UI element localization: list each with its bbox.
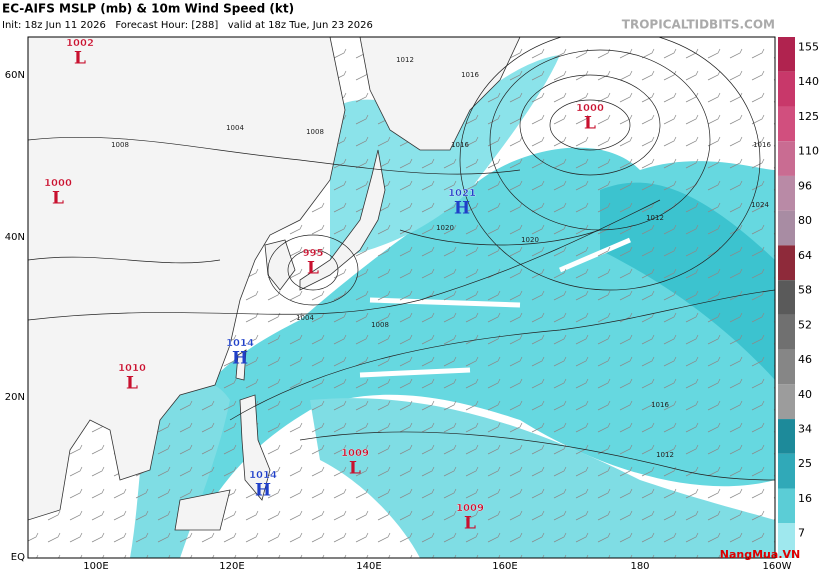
center-symbol: L [52, 189, 64, 209]
center-symbol: L [584, 114, 596, 134]
colorbar-tick: 52 [798, 318, 812, 331]
center-pressure: 1002 [66, 38, 94, 49]
center-pressure: 1000 [576, 103, 604, 114]
colorbar-segment [778, 106, 795, 142]
colorbar-tick: 155 [798, 40, 819, 53]
colorbar-tick: 110 [798, 145, 819, 158]
colorbar-tick: 16 [798, 492, 812, 505]
center-symbol: H [255, 481, 271, 501]
isobar-labels: 1012 1016 1008 1004 1008 1016 1020 1020 1024 1016… [111, 56, 771, 459]
isobar-label: 1020 [436, 224, 454, 232]
center-symbol: L [349, 459, 361, 479]
colorbar-tick: 25 [798, 457, 812, 470]
isobar-label: 1024 [751, 201, 769, 209]
lat-label: 20N [5, 392, 25, 403]
land-kamchatka [359, 37, 521, 151]
colorbar-segment [778, 37, 795, 72]
isobars [28, 37, 775, 481]
lon-label: 160E [492, 561, 517, 572]
center-pressure: 1021 [448, 188, 476, 199]
isobar-label: 1020 [521, 236, 539, 244]
colorbar-tick: 46 [798, 353, 812, 366]
center-symbol: H [454, 199, 470, 219]
colorbar-tick: 64 [798, 249, 812, 262]
colorbar-tick: 96 [798, 179, 812, 192]
subtitle: Init: 18z Jun 11 2026 Forecast Hour: [28… [2, 20, 373, 31]
center-pressure: 1000 [44, 178, 72, 189]
colorbar-segment [778, 488, 795, 524]
lon-label: 160W [763, 561, 792, 572]
isobar-label: 1016 [461, 71, 479, 79]
colorbar-tick: 7 [798, 527, 805, 540]
land-korea [264, 239, 296, 291]
colorbar: 155 140 125 110 96 80 64 58 52 46 40 34 25 16 7 [778, 37, 819, 558]
colorbar-tick: 80 [798, 214, 812, 227]
center-pressure: 1009 [341, 448, 369, 459]
isobar-label: 1008 [371, 321, 389, 329]
isobar-label: 1008 [306, 128, 324, 136]
colorbar-segment [778, 453, 795, 489]
center-symbol: L [74, 49, 86, 69]
colorbar-segment [778, 349, 795, 385]
lon-label: 180 [630, 561, 649, 572]
lon-label: 100E [83, 561, 108, 572]
isobar-label: 1004 [296, 314, 314, 322]
pressure-centers: 1002L1000L995L1010L1014H1014H1009L1009L1… [44, 38, 604, 534]
colorbar-tick: 34 [798, 422, 812, 435]
lon-label: 120E [219, 561, 244, 572]
center-pressure: 1014 [249, 470, 277, 481]
center-pressure: 995 [303, 248, 324, 259]
isobar-label: 1016 [753, 141, 771, 149]
colorbar-tick: 125 [798, 110, 819, 123]
isobar-label: 1016 [451, 141, 469, 149]
colorbar-segment [778, 523, 795, 558]
colorbar-segment [778, 175, 795, 211]
center-pressure: 1010 [118, 363, 146, 374]
colorbar-tick: 40 [798, 388, 812, 401]
colorbar-segment [778, 384, 795, 420]
axes-labels: 60N 40N 20N EQ 100E 120E 140E 160E 180 160W [5, 70, 792, 572]
colorbar-segment [778, 419, 795, 454]
colorbar-segment [778, 71, 795, 107]
lon-label: 140E [356, 561, 381, 572]
isobar-label: 1016 [651, 401, 669, 409]
lat-label: 40N [5, 232, 25, 243]
land-islands [174, 349, 271, 531]
center-symbol: L [307, 259, 319, 279]
map-frame [27, 36, 776, 559]
isobar-label: 1008 [111, 141, 129, 149]
colorbar-segment [778, 210, 795, 246]
isobar-label: 1012 [656, 451, 674, 459]
colorbar-segment [778, 280, 795, 315]
center-pressure: 1014 [226, 338, 254, 349]
colorbar-segment [778, 141, 795, 176]
colorbar-tick: 140 [798, 75, 819, 88]
land-japan [299, 149, 386, 291]
watermark: TROPICALTIDBITS.COM [622, 18, 775, 32]
center-pressure: 1009 [456, 503, 484, 514]
center-symbol: L [464, 514, 476, 534]
isobar-label: 1012 [396, 56, 414, 64]
isobar-label: 1012 [646, 214, 664, 222]
isobar-label: 1004 [226, 124, 244, 132]
title: EC-AIFS MSLP (mb) & 10m Wind Speed (kt) [2, 2, 294, 16]
logo: NangMua.VN [720, 548, 800, 561]
center-symbol: H [232, 349, 248, 369]
lat-label: EQ [11, 552, 25, 563]
lat-label: 60N [5, 70, 25, 81]
center-symbol: L [126, 374, 138, 394]
colorbar-segment [778, 245, 795, 281]
colorbar-segment [778, 314, 795, 350]
land-asia [28, 37, 346, 521]
colorbar-tick: 58 [798, 284, 812, 297]
map-body: 1002L1000L995L1010L1014H1014H1009L1009L1… [28, 37, 775, 558]
